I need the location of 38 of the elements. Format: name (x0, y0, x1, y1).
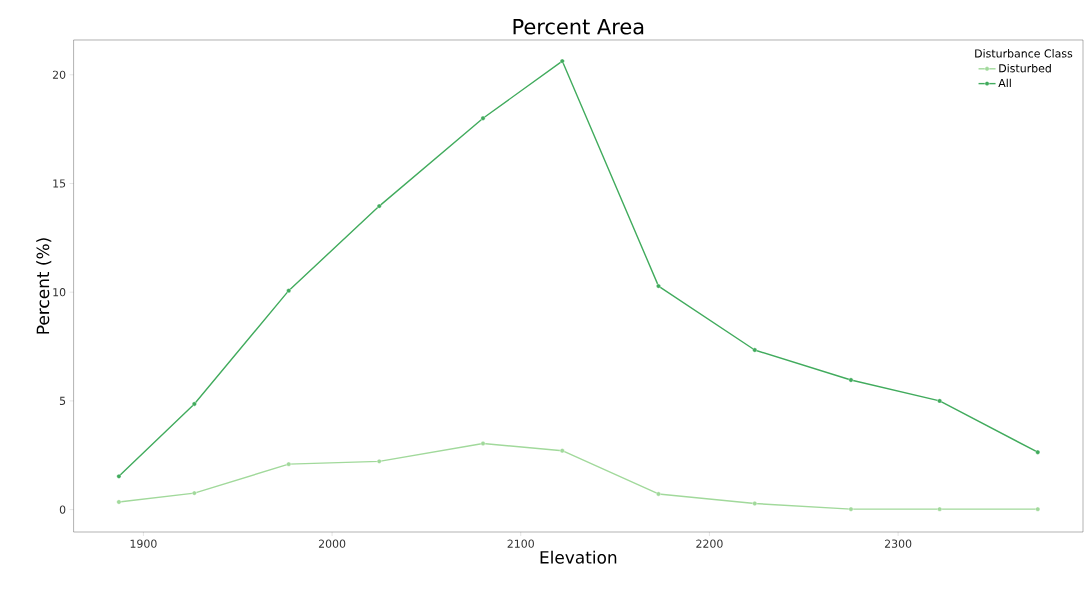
point (286, 288, 292, 294)
legend-title: Disturbance Class (975, 49, 1073, 58)
point (752, 347, 758, 353)
point (116, 499, 122, 505)
point (191, 490, 197, 496)
x-tick-label: 2100 (507, 539, 534, 548)
point (480, 115, 486, 121)
x-tick-label: 2300 (884, 539, 912, 548)
point (116, 473, 122, 479)
y-axis-title: Percent (%) (36, 238, 52, 334)
x-axis-title: Elevation (540, 550, 617, 564)
point (376, 203, 382, 209)
y-tick-label: 0 (59, 505, 66, 514)
y-tick-label: 5 (59, 396, 66, 405)
x-tick-label: 2200 (696, 539, 723, 548)
point (937, 398, 943, 404)
point (752, 501, 758, 506)
y-tick-label: 15 (53, 179, 66, 188)
point (480, 441, 486, 446)
x-tick-label: 2000 (318, 539, 346, 548)
point (656, 283, 661, 289)
point (286, 461, 292, 467)
legend-label: Disturbed (999, 63, 1051, 73)
point (376, 458, 382, 464)
point (1035, 449, 1041, 455)
chart-title: Percent Area (513, 18, 644, 35)
point (848, 506, 854, 512)
point (937, 506, 943, 512)
x-tick-label: 1900 (130, 539, 157, 548)
point (559, 448, 565, 454)
point (559, 58, 565, 64)
y-tick-label: 20 (52, 70, 66, 79)
point (848, 377, 854, 383)
legend-label: All (998, 78, 1011, 88)
y-tick-label: 10 (53, 288, 66, 297)
point (1035, 506, 1041, 512)
point (656, 491, 661, 497)
point (191, 401, 197, 407)
